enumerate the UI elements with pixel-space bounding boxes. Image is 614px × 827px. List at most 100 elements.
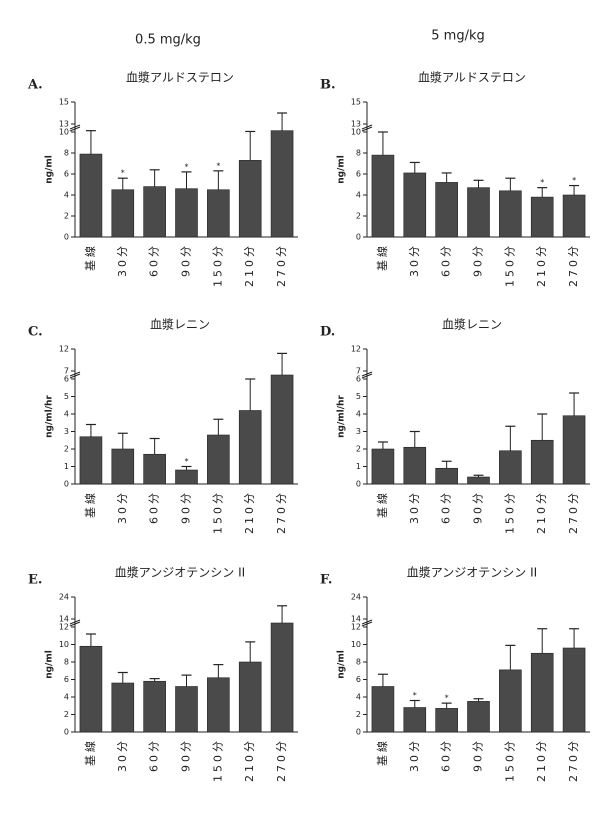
x-tick-label: 60分 [440,243,453,277]
y-axis-label: ng/ml/hr [45,395,55,438]
bar [207,190,229,237]
bar [372,155,394,237]
panel-label: A. [27,78,43,93]
y-tick-label: 5 [356,392,361,401]
y-axis-label: ng/ml [45,650,55,679]
significance-mark: * [572,176,576,185]
bar [176,470,198,484]
panel-label: D. [320,325,335,340]
chart-title: 血漿アルドステロン [126,70,234,85]
y-axis-label: ng/ml [337,650,347,679]
x-tick-label: 90分 [472,490,485,524]
bar [112,683,134,732]
bar [176,687,198,733]
y-tick-label: 1 [356,462,361,471]
y-tick-label: 14 [59,615,69,624]
bar [372,449,394,484]
y-tick-label: 6 [64,675,69,684]
y-tick-label: 4 [64,410,69,419]
x-tick-label: 基線 [375,738,389,766]
x-tick-label: 210分 [243,490,256,534]
x-tick-label: 30分 [116,490,129,524]
bar [239,160,261,237]
y-tick-label: 6 [356,675,361,684]
bar [499,451,521,484]
x-tick-label: 90分 [180,490,193,524]
bar [436,468,458,484]
bar [239,662,261,732]
x-tick-label: 210分 [535,490,548,534]
y-tick-label: 2 [64,445,69,454]
y-tick-label: 7 [64,367,69,376]
y-tick-label: 13 [351,120,361,129]
y-tick-label: 6 [356,170,361,179]
x-tick-label: 150分 [211,738,224,782]
x-tick-label: 基線 [375,243,389,271]
y-tick-label: 12 [59,623,69,632]
bar [239,411,261,485]
significance-mark: * [185,162,189,171]
y-tick-label: 24 [351,593,361,602]
x-tick-label: 270分 [275,738,288,782]
x-tick-label: 210分 [243,243,256,287]
x-tick-label: 60分 [440,490,453,524]
bar [112,190,134,237]
bar [144,454,166,484]
bar [436,182,458,237]
chart-title: 血漿アンジオテンシン II [115,565,245,580]
bar [80,154,102,237]
bar [176,189,198,237]
bar [468,701,490,732]
y-tick-label: 24 [59,593,69,602]
x-tick-label: 30分 [408,490,421,524]
x-tick-label: 90分 [180,243,193,277]
y-axis-label: ng/ml/hr [337,395,347,438]
y-tick-label: 6 [64,375,69,384]
significance-mark: * [540,178,544,187]
column-title: 5 mg/kg [431,29,484,44]
y-tick-label: 2 [64,212,69,221]
column-title: 0.5 mg/kg [135,33,201,48]
bar [372,687,394,733]
y-tick-label: 1 [64,462,69,471]
x-tick-label: 90分 [472,243,485,277]
bar [271,131,293,237]
bar [80,646,102,732]
x-tick-label: 基線 [375,490,389,518]
x-tick-label: 210分 [243,738,256,782]
bar [531,440,553,484]
y-tick-label: 2 [64,710,69,719]
x-tick-label: 基線 [83,738,97,766]
y-axis-label: ng/ml [45,155,55,184]
x-tick-label: 30分 [116,243,129,277]
bar [404,173,426,237]
y-tick-label: 0 [64,728,69,737]
y-tick-label: 10 [59,128,69,137]
chart-title: 血漿レニン [150,317,210,332]
x-tick-label: 270分 [567,243,580,287]
x-tick-label: 210分 [535,243,548,287]
x-tick-label: 30分 [116,738,129,772]
significance-mark: * [121,169,125,178]
x-tick-label: 30分 [408,243,421,277]
bar [207,678,229,732]
bar [531,197,553,237]
y-tick-label: 8 [64,658,69,667]
x-tick-label: 150分 [503,243,516,287]
bar [436,708,458,732]
y-tick-label: 10 [351,128,361,137]
y-tick-label: 5 [64,392,69,401]
y-tick-label: 7 [356,367,361,376]
x-tick-label: 60分 [148,738,161,772]
bar [468,477,490,484]
x-tick-label: 30分 [408,738,421,772]
x-tick-label: 90分 [472,738,485,772]
bar [144,187,166,237]
chart-title: 血漿アンジオテンシン II [407,565,537,580]
y-tick-label: 13 [59,120,69,129]
y-tick-label: 2 [356,710,361,719]
bar [112,449,134,484]
significance-mark: * [445,694,449,703]
bar [531,653,553,732]
y-tick-label: 0 [356,728,361,737]
